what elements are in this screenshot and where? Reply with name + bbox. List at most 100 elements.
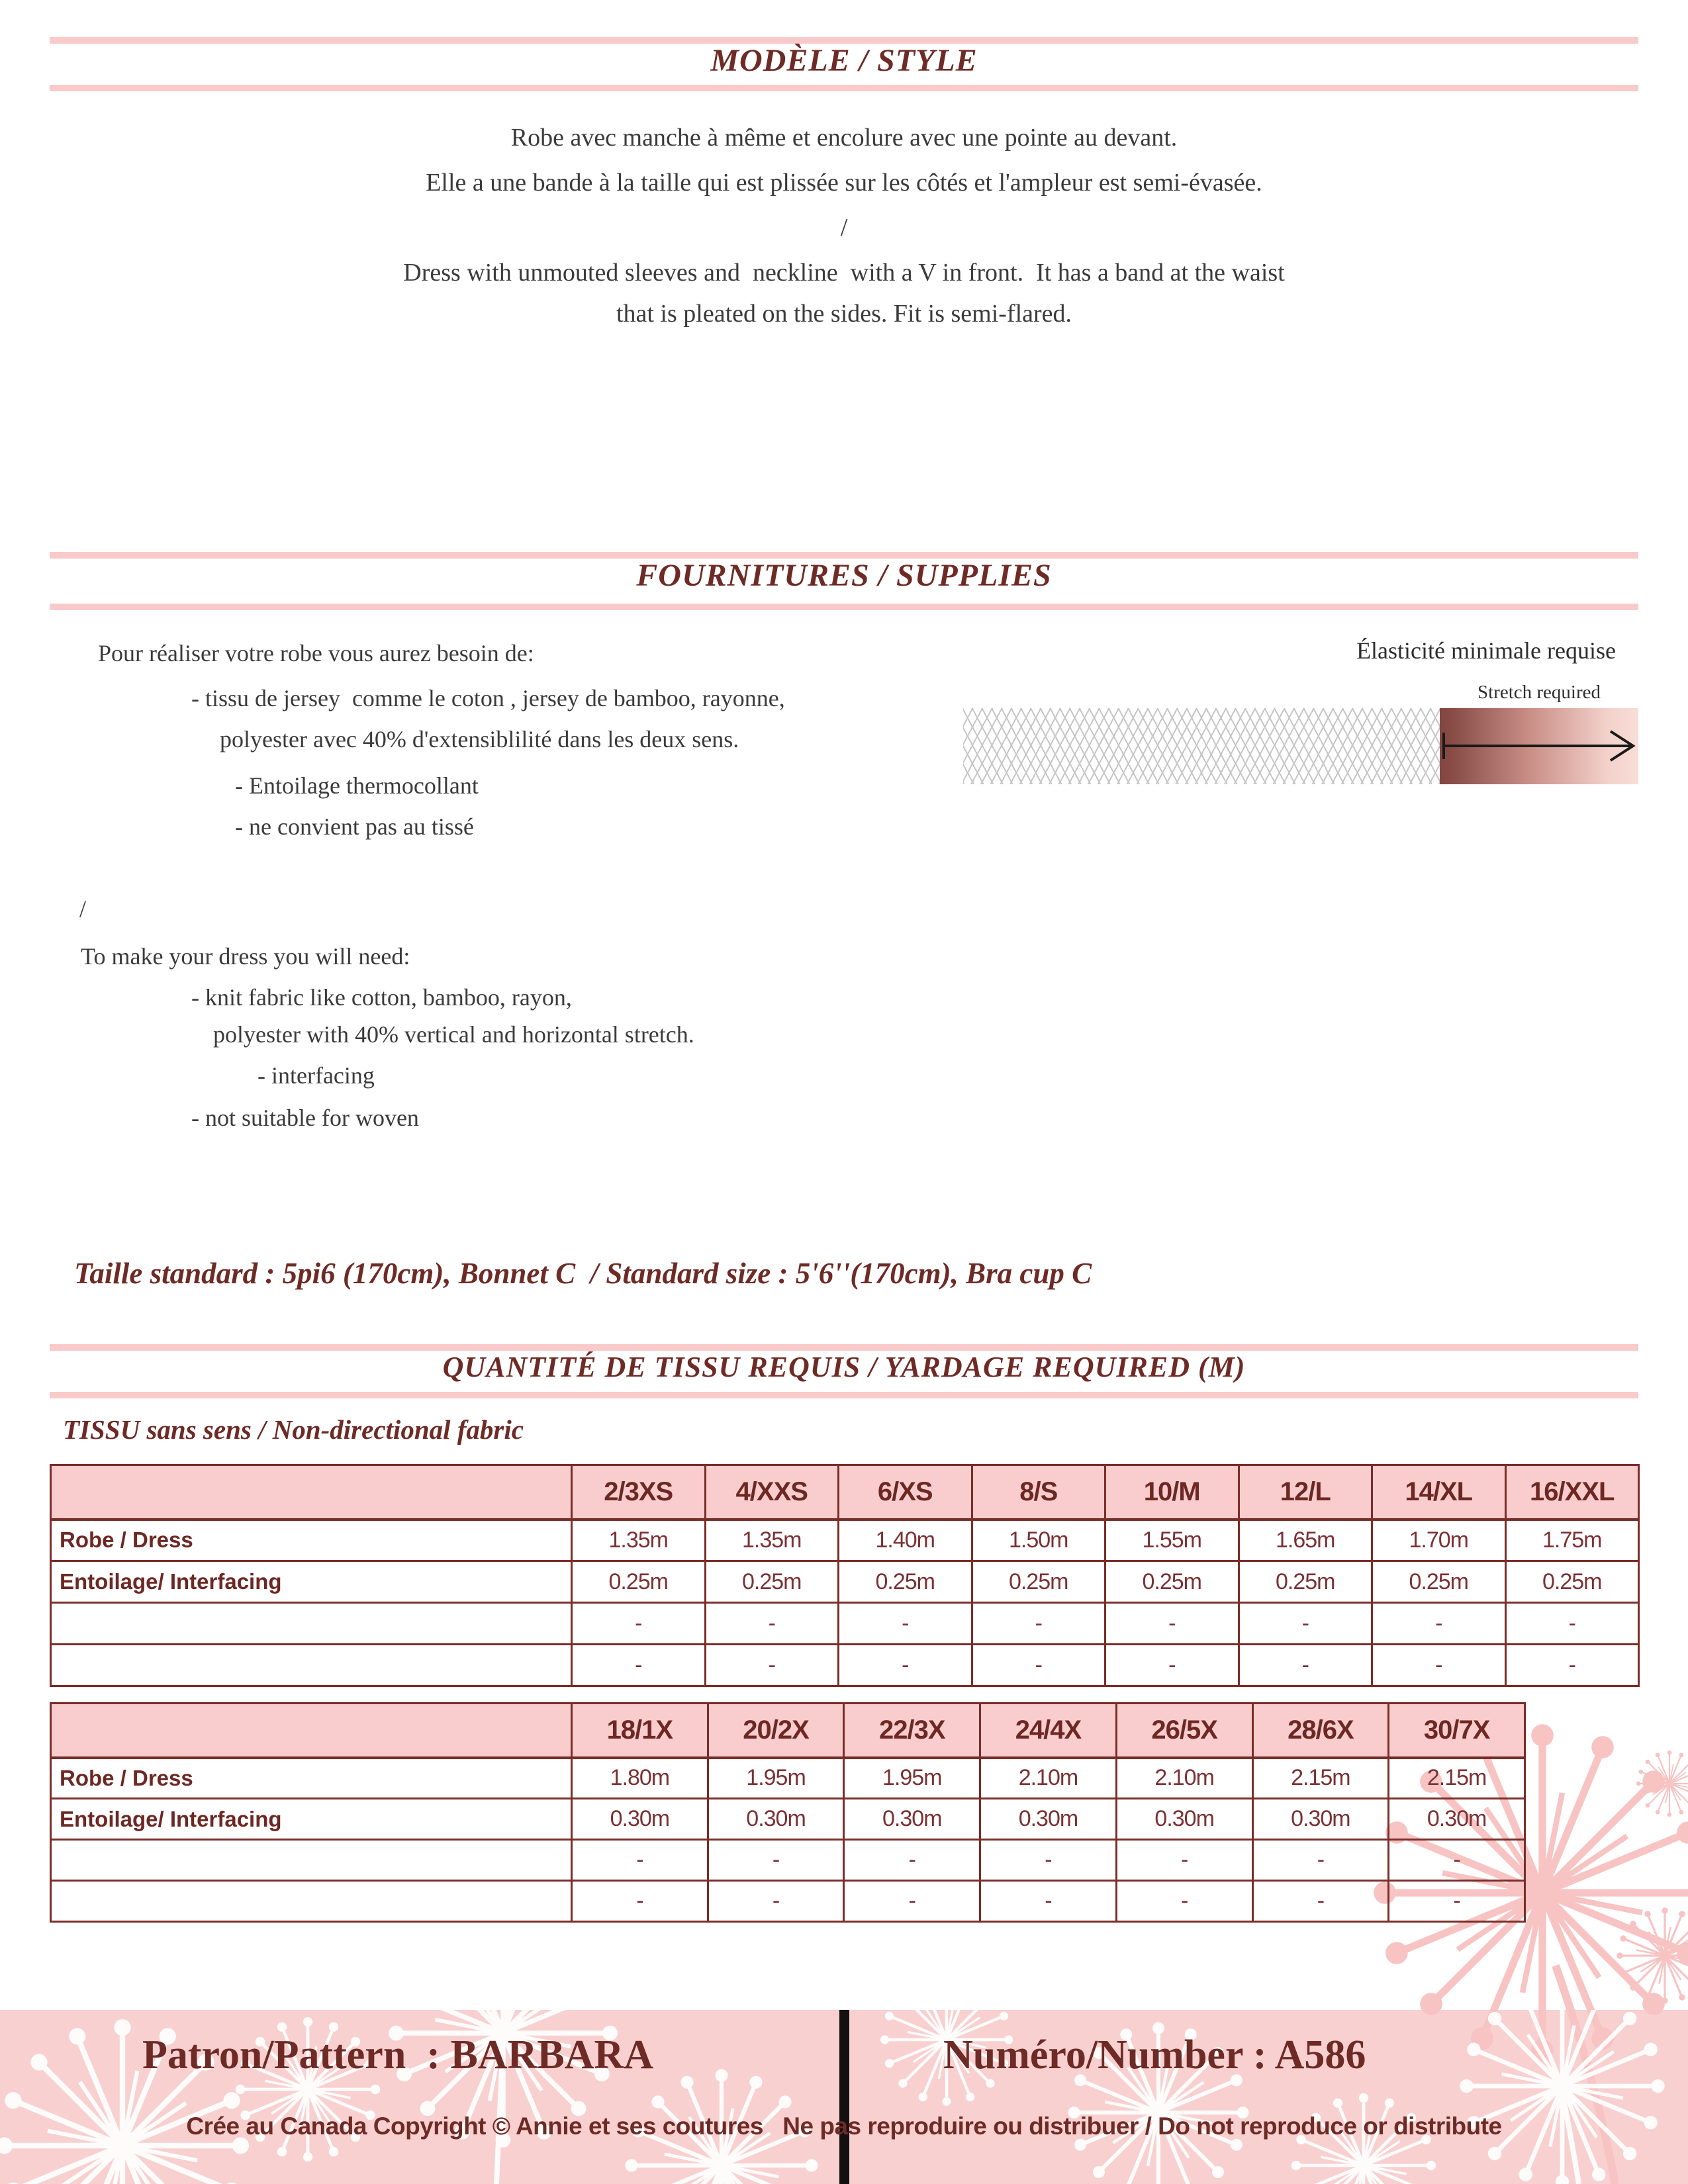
size-column-header: 18/1X	[571, 1702, 709, 1759]
row-label	[50, 1643, 573, 1687]
yardage-cell: -	[1115, 1839, 1254, 1882]
size-column-header: 16/XXL	[1504, 1464, 1640, 1521]
yardage-section-title: QUANTITÉ DE TISSU REQUIS / YARDAGE REQUI…	[442, 1351, 1246, 1383]
yardage-cell: -	[571, 1643, 706, 1687]
yardage-cell: -	[1251, 1839, 1390, 1882]
yardage-row: --------	[50, 1602, 1640, 1645]
yardage-row: -------	[50, 1839, 1526, 1882]
yardage-cell: -	[1387, 1880, 1526, 1923]
yardage-row: -------	[50, 1880, 1526, 1923]
yardage-row: Robe / Dress 1.35m 1.35m 1.40m 1.50m 1.55m 1.6…	[50, 1518, 1640, 1562]
supplies-item-en: - not suitable for woven	[191, 1105, 419, 1131]
supplies-item-fr: - Entoilage thermocollant	[235, 772, 479, 799]
yardage-cell: -	[1504, 1602, 1640, 1645]
yardage-cell: -	[1371, 1643, 1507, 1687]
yardage-cell: 0.30m	[1251, 1797, 1390, 1841]
size-column-header: 28/6X	[1251, 1702, 1390, 1759]
section-divider-line	[50, 85, 1638, 91]
yardage-cell: -	[843, 1839, 982, 1882]
size-column-header: 4/XXS	[704, 1464, 839, 1521]
yardage-cell: 0.25m	[571, 1560, 706, 1604]
stretch-gauge-gradient	[1440, 708, 1638, 784]
size-header-row: 18/1X 20/2X 22/3X 24/4X 26/5X 28/6X 30/7X	[50, 1702, 1526, 1759]
row-label	[50, 1880, 573, 1923]
yardage-cell: 1.70m	[1371, 1518, 1507, 1562]
yardage-cell: -	[1371, 1602, 1507, 1645]
yardage-cell: -	[704, 1602, 839, 1645]
supplies-section-title: FOURNITURES / SUPPLIES	[636, 558, 1052, 593]
yardage-cell: -	[1104, 1602, 1240, 1645]
yardage-cell: 0.30m	[706, 1797, 845, 1841]
yardage-cell: 0.25m	[1504, 1560, 1640, 1604]
pattern-name: Patron/Pattern : BARBARA	[142, 2032, 654, 2077]
language-separator: /	[840, 214, 848, 242]
supplies-item-en: - interfacing	[258, 1062, 375, 1089]
yardage-row: Robe / Dress 1.80m 1.95m 1.95m 2.10m 2.10m 2.1…	[50, 1756, 1526, 1799]
supplies-item-en: - knit fabric like cotton, bamboo, rayon…	[191, 984, 572, 1011]
section-divider-line	[50, 1344, 1638, 1351]
row-label	[50, 1839, 573, 1882]
yardage-cell: 1.80m	[571, 1756, 709, 1799]
yardage-cell: 1.50m	[970, 1518, 1106, 1562]
yardage-cell: 0.25m	[970, 1560, 1106, 1604]
row-label: Entoilage/ Interfacing	[50, 1797, 573, 1841]
knit-mesh-swatch	[963, 708, 1440, 784]
yardage-cell: -	[704, 1643, 839, 1687]
supplies-intro-en: To make your dress you will need:	[81, 943, 410, 970]
size-column-header: 14/XL	[1371, 1464, 1507, 1521]
yardage-cell: -	[1237, 1643, 1373, 1687]
standard-size-line: Taille standard : 5pi6 (170cm), Bonnet C…	[74, 1257, 1092, 1290]
yardage-cell: 0.30m	[571, 1797, 709, 1841]
yardage-row: --------	[50, 1643, 1640, 1687]
yardage-cell: -	[571, 1839, 709, 1882]
yardage-cell: 0.25m	[1237, 1560, 1373, 1604]
supplies-item-fr: polyester avec 40% d'extensiblilité dans…	[220, 726, 739, 752]
yardage-cell: 1.35m	[704, 1518, 839, 1562]
yardage-table-small-sizes: 2/3XS 4/XXS 6/XS 8/S 10/M 12/L 14/XL 16/XXL Rob…	[50, 1464, 1640, 1687]
yardage-cell: 0.25m	[1104, 1560, 1240, 1604]
yardage-cell: -	[706, 1880, 845, 1923]
style-description-fr: Elle a une bande à la taille qui est pli…	[426, 169, 1262, 197]
size-column-header: 12/L	[1237, 1464, 1373, 1521]
yardage-cell: 0.30m	[979, 1797, 1117, 1841]
yardage-cell: -	[970, 1602, 1106, 1645]
copyright-line: Crée au Canada Copyright © Annie et ses …	[186, 2113, 1502, 2140]
pattern-number: Numéro/Number : A586	[943, 2032, 1366, 2077]
supplies-item-fr: - tissu de jersey comme le coton , jerse…	[191, 685, 785, 711]
size-column-header: 22/3X	[843, 1702, 982, 1759]
row-label: Robe / Dress	[50, 1518, 573, 1562]
yardage-cell: 0.25m	[1371, 1560, 1507, 1604]
stretch-arrow-icon	[1442, 730, 1636, 762]
size-column-header: 20/2X	[706, 1702, 845, 1759]
yardage-cell: 1.55m	[1104, 1518, 1240, 1562]
yardage-cell: -	[1237, 1602, 1373, 1645]
row-label: Entoilage/ Interfacing	[50, 1560, 573, 1604]
language-separator: /	[79, 895, 87, 922]
yardage-cell: -	[837, 1643, 973, 1687]
yardage-cell: -	[1504, 1643, 1640, 1687]
style-description-fr: Robe avec manche à même et encolure avec…	[510, 124, 1178, 152]
yardage-cell: -	[979, 1839, 1117, 1882]
stretch-gauge-label-fr: Élasticité minimale requise	[1356, 637, 1616, 664]
yardage-cell: -	[837, 1602, 973, 1645]
yardage-cell: 1.65m	[1237, 1518, 1373, 1562]
yardage-cell: 2.10m	[979, 1756, 1117, 1799]
yardage-cell: -	[1251, 1880, 1390, 1923]
yardage-row: Entoilage/ Interfacing 0.30m 0.30m 0.30m 0.3…	[50, 1797, 1526, 1841]
yardage-cell: 0.25m	[837, 1560, 973, 1604]
size-column-header: 24/4X	[979, 1702, 1117, 1759]
yardage-table-large-sizes: 18/1X 20/2X 22/3X 24/4X 26/5X 28/6X 30/7X Robe…	[50, 1702, 1526, 1923]
yardage-cell: -	[843, 1880, 982, 1923]
yardage-cell: -	[1387, 1839, 1526, 1882]
style-description-en: Dress with unmouted sleeves and neckline…	[403, 259, 1285, 287]
yardage-cell: 1.95m	[843, 1756, 982, 1799]
yardage-cell: -	[979, 1880, 1117, 1923]
style-section-title: MODÈLE / STYLE	[710, 43, 978, 78]
size-column-header: 26/5X	[1115, 1702, 1254, 1759]
yardage-cell: 0.30m	[843, 1797, 982, 1841]
row-label	[50, 1602, 573, 1645]
section-divider-line	[50, 1392, 1638, 1398]
yardage-cell: 1.35m	[571, 1518, 706, 1562]
stretch-gauge-label-en: Stretch required	[1477, 682, 1601, 703]
yardage-cell: 2.15m	[1251, 1756, 1390, 1799]
